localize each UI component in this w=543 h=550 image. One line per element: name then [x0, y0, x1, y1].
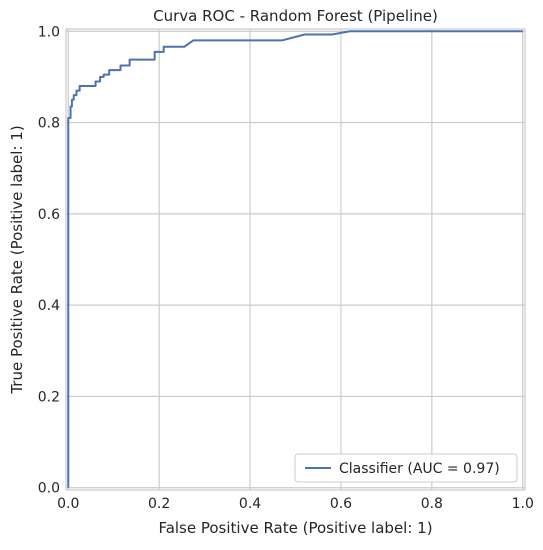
legend-box [294, 453, 518, 483]
y-axis-ticks: 0.0 0.2 0.4 0.6 0.8 1.0 [38, 24, 60, 496]
roc-curve-line [67, 30, 523, 488]
y-axis-label: True Positive Rate (Positive label: 1) [8, 125, 26, 394]
x-tick-label: 1.0 [512, 496, 534, 512]
plot-frame [65, 28, 526, 491]
x-axis-label: False Positive Rate (Positive label: 1) [158, 519, 432, 537]
y-tick-label: 0.0 [38, 481, 60, 497]
x-tick-label: 0.8 [421, 496, 443, 512]
x-axis-ticks: 0.0 0.2 0.4 0.6 0.8 1.0 [57, 496, 534, 512]
x-tick-label: 0.0 [57, 496, 79, 512]
legend: Classifier (AUC = 0.97) [294, 453, 518, 483]
y-tick-label: 1.0 [38, 24, 60, 40]
x-tick-label: 0.6 [330, 496, 352, 512]
y-tick-label: 0.4 [38, 298, 60, 314]
series-layer [67, 30, 523, 488]
y-tick-label: 0.6 [38, 207, 60, 223]
grid-lines [66, 29, 525, 490]
y-tick-label: 0.8 [38, 116, 60, 132]
y-tick-label: 0.2 [38, 389, 60, 405]
legend-label: Classifier (AUC = 0.97) [339, 461, 500, 477]
x-tick-label: 0.2 [148, 496, 170, 512]
x-tick-label: 0.4 [239, 496, 261, 512]
chart-title: Curva ROC - Random Forest (Pipeline) [153, 7, 438, 25]
